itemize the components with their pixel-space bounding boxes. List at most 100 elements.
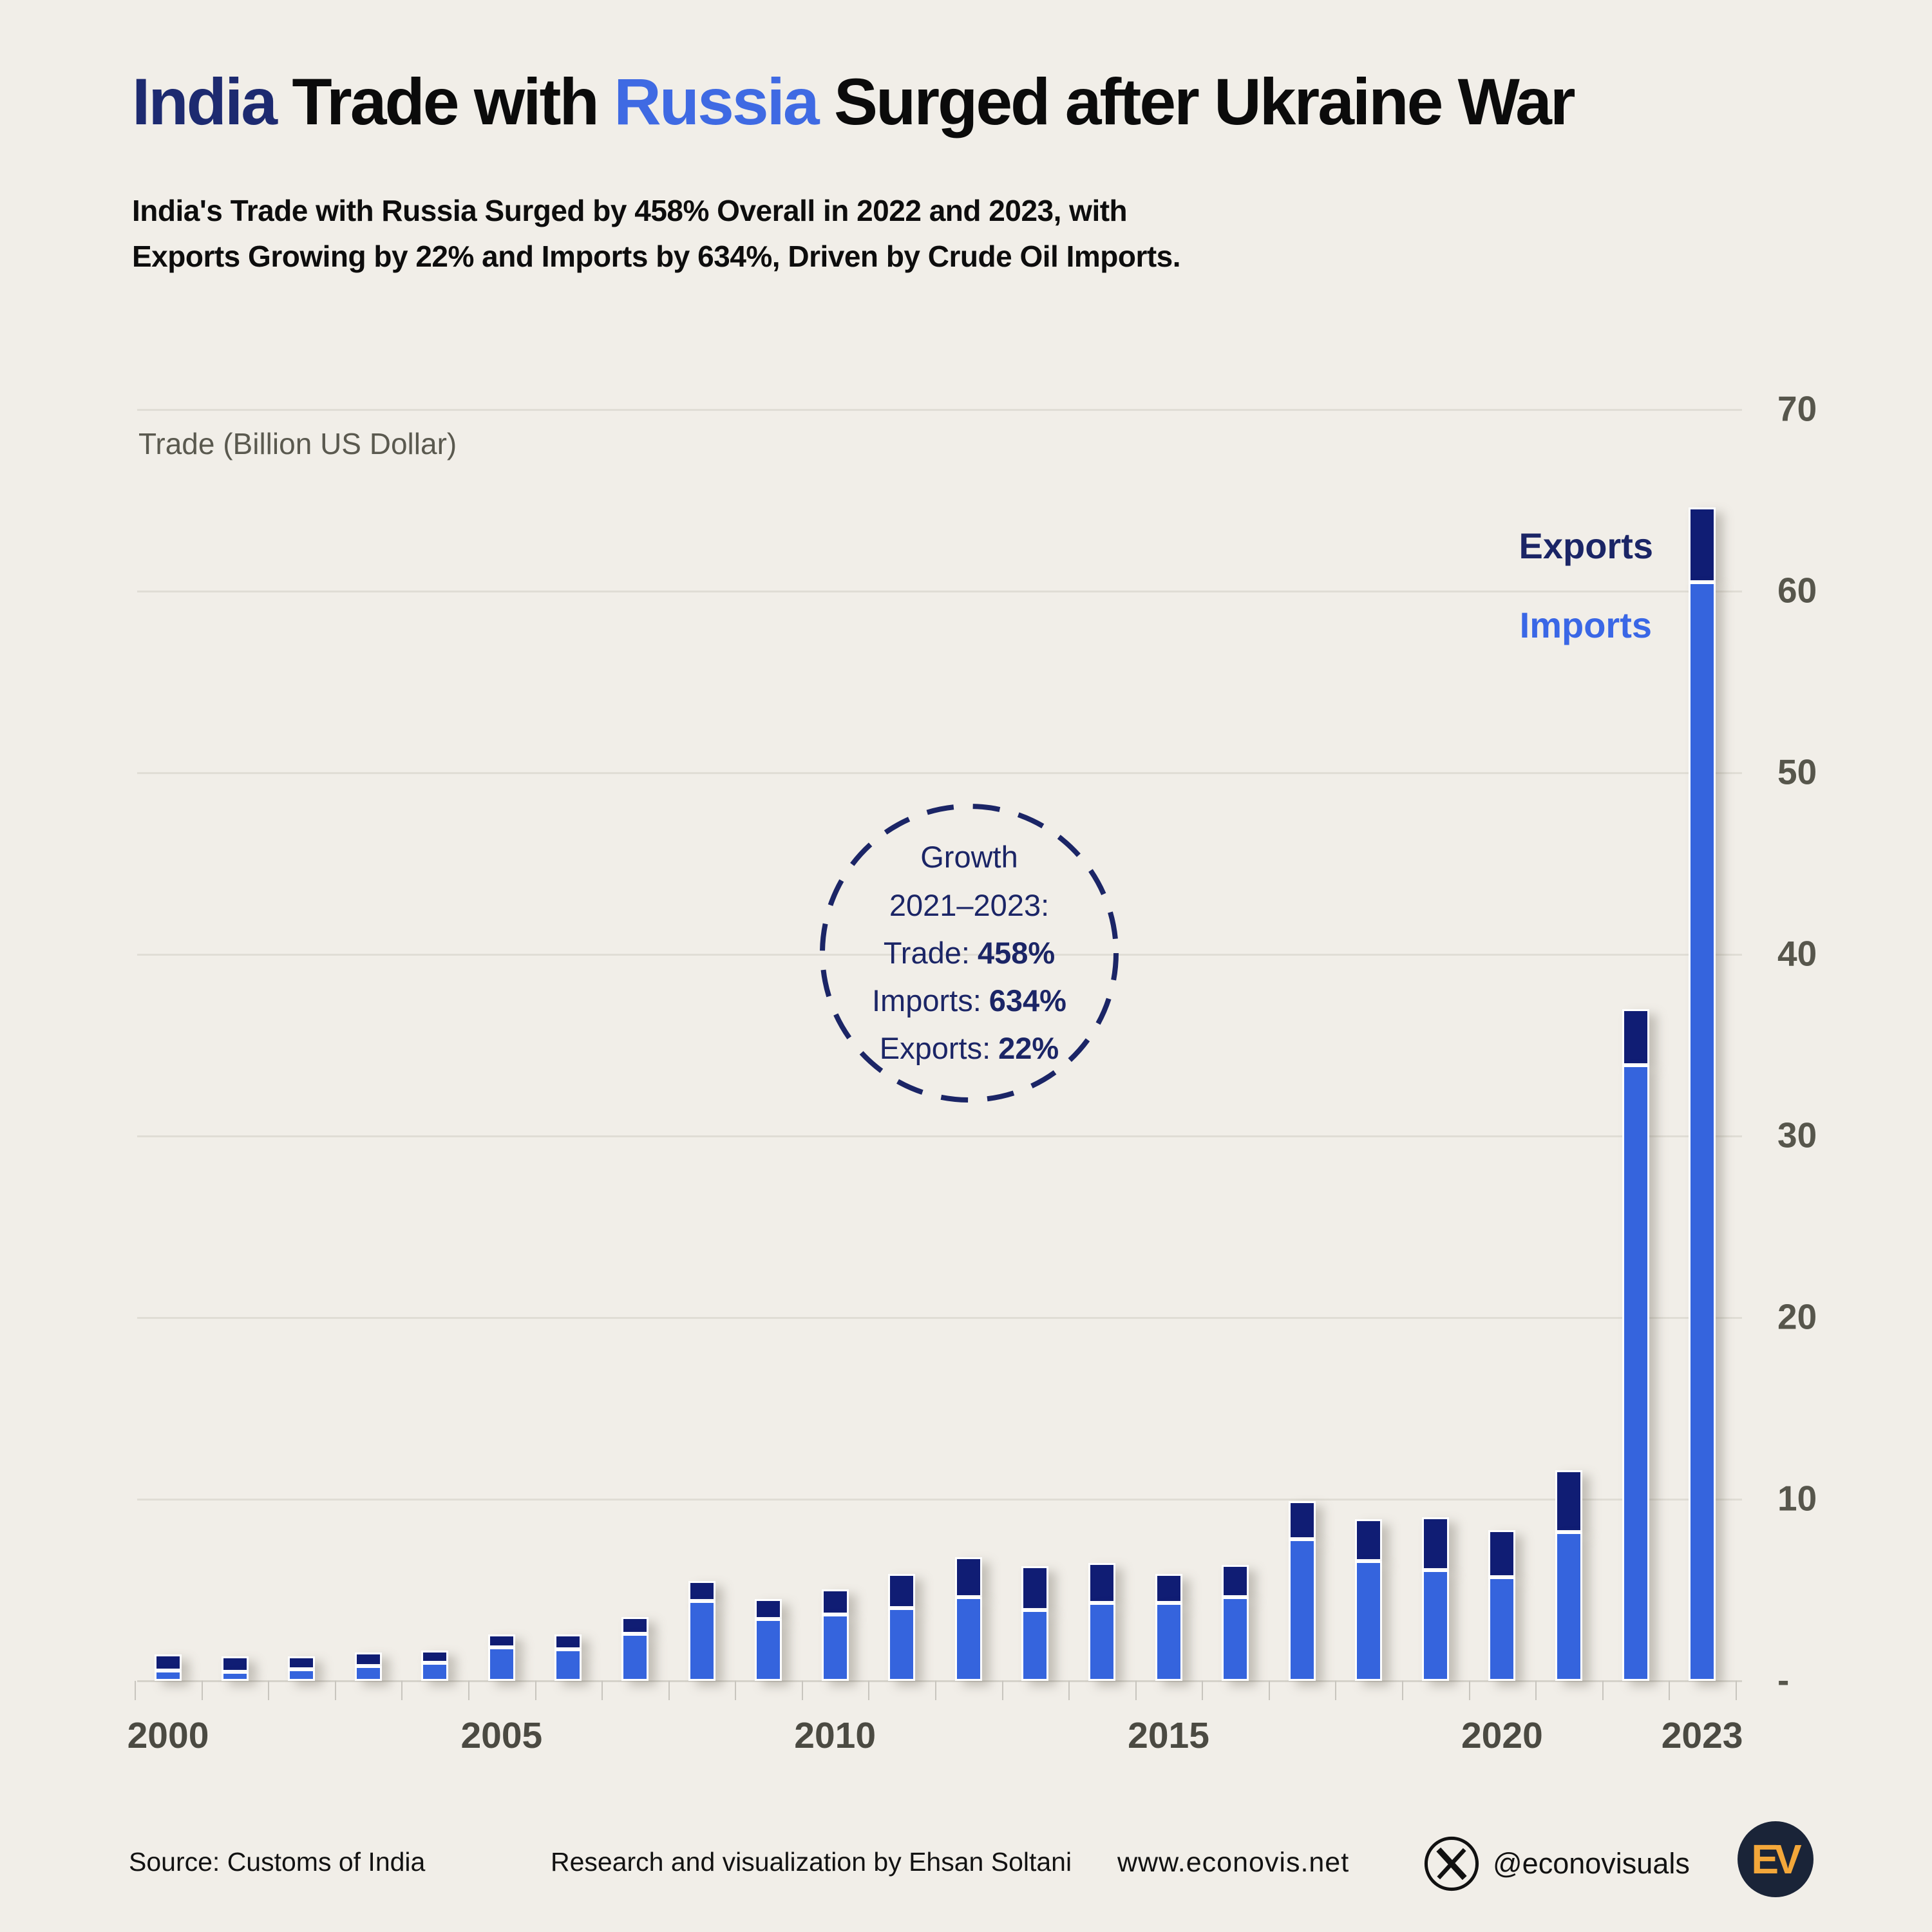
y-tick-label-20: 20 bbox=[1777, 1296, 1817, 1337]
y-tick-label-30: 30 bbox=[1777, 1115, 1817, 1155]
title-mid1: Trade with bbox=[276, 65, 614, 138]
title-india: India bbox=[132, 65, 278, 138]
x-axis-tick bbox=[668, 1681, 670, 1700]
bar-2003-exports-segment bbox=[354, 1653, 382, 1667]
x-axis-tick bbox=[268, 1681, 270, 1700]
econovis-logo: EV bbox=[1738, 1821, 1814, 1897]
bar-2014-exports-segment bbox=[1088, 1562, 1115, 1603]
gridline-10 bbox=[137, 1498, 1742, 1501]
gridline-20 bbox=[137, 1316, 1742, 1319]
x-axis-tick bbox=[1202, 1681, 1204, 1700]
legend-exports-label: Exports bbox=[1519, 526, 1654, 566]
x-axis-tick bbox=[1001, 1681, 1003, 1700]
x-axis-tick bbox=[1335, 1681, 1337, 1700]
x-axis-tick bbox=[801, 1681, 803, 1700]
bar-2010-exports-segment bbox=[821, 1589, 849, 1615]
bar-2004 bbox=[421, 1651, 449, 1681]
bar-2016-imports-segment bbox=[1222, 1597, 1249, 1681]
bar-2023-imports-segment bbox=[1689, 582, 1716, 1681]
bar-2001 bbox=[221, 1656, 249, 1681]
bar-2008-imports-segment bbox=[688, 1600, 715, 1681]
bar-2017-imports-segment bbox=[1288, 1539, 1316, 1681]
econovis-logo-text: EV bbox=[1751, 1836, 1801, 1882]
title-mid2: Surged after Ukraine War bbox=[817, 65, 1576, 138]
source-note: Source: Customs of India bbox=[129, 1847, 426, 1877]
bar-2023 bbox=[1689, 507, 1716, 1681]
bar-2008-exports-segment bbox=[688, 1580, 715, 1601]
bar-2017-exports-segment bbox=[1288, 1501, 1316, 1540]
bar-2009-imports-segment bbox=[755, 1619, 782, 1681]
credit-note: Research and visualization by Ehsan Solt… bbox=[551, 1847, 1072, 1877]
bar-2012 bbox=[954, 1557, 982, 1681]
bar-2018 bbox=[1355, 1519, 1383, 1681]
bar-2005 bbox=[488, 1634, 515, 1681]
bar-2010-imports-segment bbox=[821, 1615, 849, 1681]
bar-2016 bbox=[1222, 1564, 1249, 1681]
bar-2007 bbox=[621, 1617, 649, 1681]
bar-2006 bbox=[554, 1634, 582, 1681]
gridline-60 bbox=[137, 590, 1742, 592]
x-tick-label-2015: 2015 bbox=[1128, 1715, 1209, 1756]
bar-2007-imports-segment bbox=[621, 1633, 649, 1681]
bar-2013 bbox=[1021, 1566, 1049, 1681]
bar-2002-exports-segment bbox=[288, 1656, 316, 1669]
x-social-icon[interactable] bbox=[1422, 1834, 1481, 1893]
growth-annotation-text: Growth 2021–2023: Trade: 458% Imports: 634… bbox=[817, 800, 1122, 1106]
bar-2002-imports-segment bbox=[288, 1669, 316, 1681]
annotation-line: 2021–2023: bbox=[889, 887, 1050, 922]
bar-2002 bbox=[288, 1656, 316, 1681]
x-axis-tick bbox=[935, 1681, 937, 1700]
bar-2010 bbox=[821, 1589, 849, 1681]
annotation-line: Trade: 458% bbox=[883, 935, 1056, 970]
bar-2020-exports-segment bbox=[1488, 1530, 1516, 1578]
bar-2019 bbox=[1421, 1517, 1449, 1681]
x-axis-tick bbox=[468, 1681, 470, 1700]
bar-2015-exports-segment bbox=[1155, 1573, 1182, 1603]
y-tick-label-60: 60 bbox=[1777, 570, 1817, 611]
bar-2006-exports-segment bbox=[554, 1634, 582, 1649]
bar-2020-imports-segment bbox=[1488, 1577, 1516, 1681]
y-tick-label-70: 70 bbox=[1777, 388, 1817, 429]
bar-2008 bbox=[688, 1580, 715, 1681]
x-axis-tick bbox=[1669, 1681, 1671, 1700]
bar-2005-exports-segment bbox=[488, 1634, 515, 1647]
x-axis-tick bbox=[601, 1681, 603, 1700]
x-tick-label-2005: 2005 bbox=[460, 1715, 543, 1756]
x-axis-tick bbox=[735, 1681, 737, 1700]
y-tick-label-0: - bbox=[1777, 1660, 1790, 1700]
annotation-line: Growth bbox=[920, 840, 1018, 875]
dashed-circle bbox=[820, 804, 1119, 1103]
x-tick-label-2023: 2023 bbox=[1661, 1715, 1743, 1756]
y-tick-label-10: 10 bbox=[1777, 1478, 1817, 1519]
x-axis-tick bbox=[401, 1681, 403, 1700]
legend-imports-label: Imports bbox=[1519, 605, 1652, 645]
bar-2021-imports-segment bbox=[1555, 1531, 1582, 1681]
gridline-50 bbox=[137, 772, 1742, 774]
x-axis-tick bbox=[1468, 1681, 1470, 1700]
website-link[interactable]: www.econovis.net bbox=[1117, 1847, 1350, 1878]
page-title: India Trade with Russia Surged after Ukr… bbox=[132, 64, 1576, 140]
bar-2001-imports-segment bbox=[221, 1671, 249, 1681]
bar-2000-imports-segment bbox=[155, 1671, 182, 1681]
social-handle[interactable]: @econovisuals bbox=[1493, 1847, 1690, 1880]
bar-2001-exports-segment bbox=[221, 1656, 249, 1672]
bar-2022-exports-segment bbox=[1622, 1009, 1649, 1066]
bar-2015-imports-segment bbox=[1155, 1602, 1182, 1681]
bar-2016-exports-segment bbox=[1222, 1564, 1249, 1598]
x-axis-tick bbox=[1268, 1681, 1270, 1700]
y-axis-title: Trade (Billion US Dollar) bbox=[138, 427, 457, 460]
x-axis-tick bbox=[135, 1681, 137, 1700]
bar-2013-exports-segment bbox=[1021, 1566, 1049, 1611]
bar-2018-exports-segment bbox=[1355, 1519, 1383, 1561]
gridline-0 bbox=[137, 1680, 1742, 1682]
bar-2019-exports-segment bbox=[1421, 1517, 1449, 1570]
x-axis-tick bbox=[1602, 1681, 1604, 1700]
bar-2006-imports-segment bbox=[554, 1649, 582, 1681]
bar-2005-imports-segment bbox=[488, 1647, 515, 1681]
bar-2003-imports-segment bbox=[354, 1666, 382, 1681]
x-axis-tick bbox=[1135, 1681, 1137, 1700]
subtitle-line-2: Exports Growing by 22% and Imports by 63… bbox=[132, 240, 1181, 274]
subtitle-line-1: India's Trade with Russia Surged by 458%… bbox=[132, 194, 1128, 227]
growth-annotation: Growth 2021–2023: Trade: 458% Imports: 634… bbox=[817, 800, 1122, 1106]
